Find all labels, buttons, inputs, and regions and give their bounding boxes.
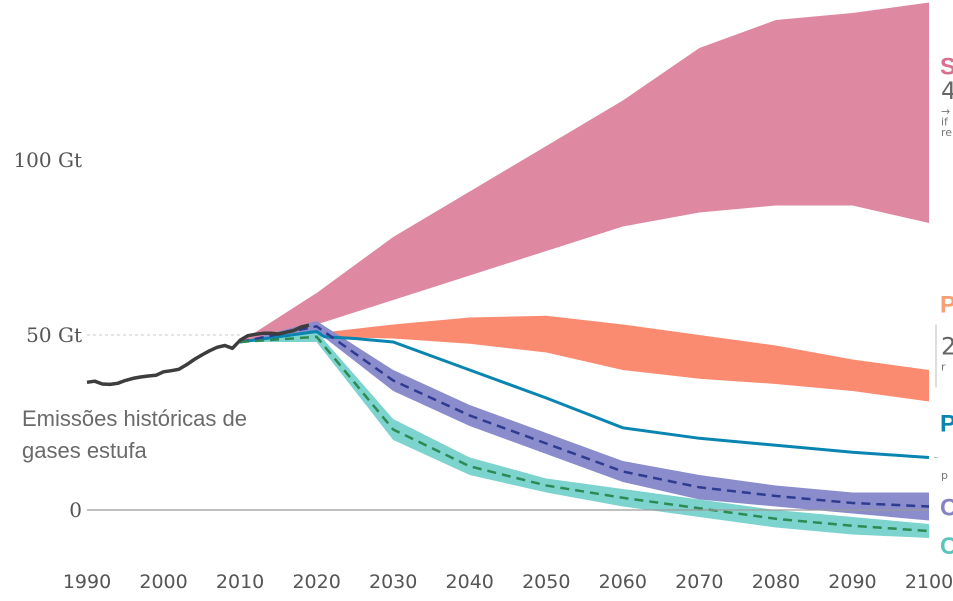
x-tick-label: 1990: [63, 571, 111, 593]
scenario-line-5: [240, 335, 929, 533]
x-axis: 1990 2000 2010 2020 2030 2040 2050 2060 2070 2080…: [63, 571, 953, 593]
edge-text-fragment: re: [941, 126, 952, 139]
x-tick-label: 2090: [828, 571, 876, 593]
scenario-edge-label: P: [940, 411, 953, 438]
x-tick-label: 2020: [292, 571, 340, 593]
x-tick-label: 2070: [675, 571, 723, 593]
edge-text-fragment: 2: [941, 333, 953, 361]
edge-text-fragment: if: [941, 116, 949, 129]
scenario-edge-label: P: [940, 292, 953, 319]
scenario-band-4: [240, 321, 929, 521]
x-tick-label: 2000: [139, 571, 187, 593]
historical-annotation-line-1: Emissões históricas de: [22, 406, 247, 431]
edge-text-fragment: r: [941, 361, 946, 374]
scenario-line-3: [239, 329, 929, 459]
y-tick-label: 0: [69, 498, 82, 522]
x-tick-label: 2030: [369, 571, 417, 593]
scenario-band-1: [240, 2, 929, 342]
plot-area: [86, 2, 929, 538]
scenario-band-2: [240, 315, 929, 402]
x-tick-label: 2060: [599, 571, 647, 593]
x-tick-label: 2050: [522, 571, 570, 593]
x-tick-label: 2080: [752, 571, 800, 593]
scenario-edge-label: S: [940, 54, 953, 81]
historical-annotation-line-2: gases estufa: [22, 438, 148, 463]
y-tick-label: 50 Gt: [26, 323, 82, 347]
y-tick-label: 100 Gt: [13, 148, 82, 172]
scenario-line-4: [239, 324, 929, 508]
edge-text-fragment: →: [941, 105, 950, 118]
series-group: [86, 2, 929, 538]
y-axis: 100 Gt 50 Gt 0: [13, 148, 82, 522]
x-tick-label: 2010: [216, 571, 264, 593]
edge-text-fragment: p: [941, 469, 948, 482]
x-tick-label: 2100: [905, 571, 953, 593]
scenario-edge-label: C: [940, 495, 953, 522]
scenario-band-5: [240, 331, 929, 538]
x-tick-label: 2040: [446, 571, 494, 593]
scenario-edge-label: C: [940, 533, 953, 560]
historical-emissions-line: [86, 323, 310, 387]
edge-text-fragment: 4: [941, 77, 953, 105]
